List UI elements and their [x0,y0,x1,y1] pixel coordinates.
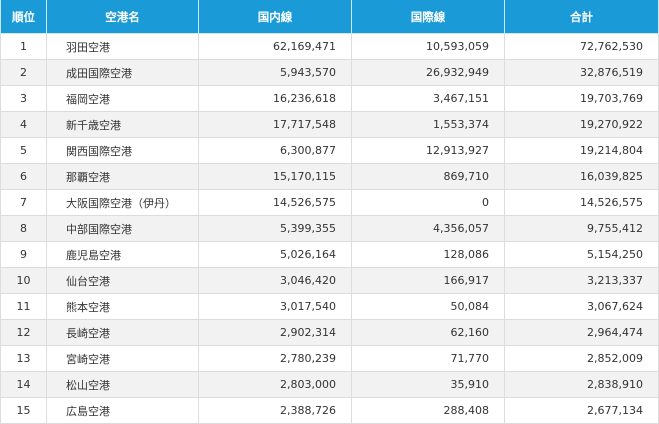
total-cell: 3,213,337 [504,267,659,294]
header-rank[interactable]: 順位 [0,0,47,34]
airport-name-cell: 新千歳空港 [46,111,199,138]
international-cell: 62,160 [351,319,505,346]
rank-cell: 14 [0,371,47,398]
table-row: 9 鹿児島空港 5,026,164 128,086 5,154,250 [0,241,659,268]
total-cell: 2,838,910 [504,371,659,398]
total-cell: 2,964,474 [504,319,659,346]
table-row: 15 広島空港 2,388,726 288,408 2,677,134 [0,397,659,424]
domestic-cell: 14,526,575 [198,189,352,216]
table-row: 6 那覇空港 15,170,115 869,710 16,039,825 [0,163,659,190]
airport-name-cell: 仙台空港 [46,267,199,294]
total-cell: 72,762,530 [504,33,659,60]
domestic-cell: 16,236,618 [198,85,352,112]
domestic-cell: 3,017,540 [198,293,352,320]
total-cell: 2,852,009 [504,345,659,372]
international-cell: 869,710 [351,163,505,190]
international-cell: 35,910 [351,371,505,398]
header-airport-name[interactable]: 空港名 [46,0,199,34]
airport-name-cell: 中部国際空港 [46,215,199,242]
total-cell: 5,154,250 [504,241,659,268]
international-cell: 50,084 [351,293,505,320]
rank-cell: 7 [0,189,47,216]
international-cell: 1,553,374 [351,111,505,138]
header-row: 順位 空港名 国内線 国際線 合計 [0,0,659,34]
airport-name-cell: 松山空港 [46,371,199,398]
table-row: 1 羽田空港 62,169,471 10,593,059 72,762,530 [0,33,659,60]
airport-name-cell: 羽田空港 [46,33,199,60]
table-row: 13 宮崎空港 2,780,239 71,770 2,852,009 [0,345,659,372]
domestic-cell: 17,717,548 [198,111,352,138]
total-cell: 16,039,825 [504,163,659,190]
rank-cell: 11 [0,293,47,320]
airport-name-cell: 大阪国際空港（伊丹） [46,189,199,216]
table-row: 14 松山空港 2,803,000 35,910 2,838,910 [0,371,659,398]
rank-cell: 2 [0,59,47,86]
rank-cell: 3 [0,85,47,112]
table-row: 7 大阪国際空港（伊丹） 14,526,575 0 14,526,575 [0,189,659,216]
rank-cell: 4 [0,111,47,138]
international-cell: 71,770 [351,345,505,372]
table-row: 2 成田国際空港 5,943,570 26,932,949 32,876,519 [0,59,659,86]
airport-name-cell: 鹿児島空港 [46,241,199,268]
international-cell: 0 [351,189,505,216]
domestic-cell: 15,170,115 [198,163,352,190]
international-cell: 12,913,927 [351,137,505,164]
rank-cell: 6 [0,163,47,190]
airport-name-cell: 福岡空港 [46,85,199,112]
airport-name-cell: 那覇空港 [46,163,199,190]
rank-cell: 13 [0,345,47,372]
domestic-cell: 2,780,239 [198,345,352,372]
domestic-cell: 6,300,877 [198,137,352,164]
table-row: 4 新千歳空港 17,717,548 1,553,374 19,270,922 [0,111,659,138]
rank-cell: 9 [0,241,47,268]
total-cell: 3,067,624 [504,293,659,320]
domestic-cell: 5,026,164 [198,241,352,268]
rank-cell: 15 [0,397,47,424]
total-cell: 14,526,575 [504,189,659,216]
airport-name-cell: 熊本空港 [46,293,199,320]
domestic-cell: 2,803,000 [198,371,352,398]
total-cell: 19,214,804 [504,137,659,164]
table-row: 10 仙台空港 3,046,420 166,917 3,213,337 [0,267,659,294]
airport-name-cell: 長崎空港 [46,319,199,346]
airport-name-cell: 宮崎空港 [46,345,199,372]
international-cell: 288,408 [351,397,505,424]
table-row: 12 長崎空港 2,902,314 62,160 2,964,474 [0,319,659,346]
table-row: 5 関西国際空港 6,300,877 12,913,927 19,214,804 [0,137,659,164]
international-cell: 3,467,151 [351,85,505,112]
international-cell: 10,593,059 [351,33,505,60]
domestic-cell: 62,169,471 [198,33,352,60]
airport-name-cell: 成田国際空港 [46,59,199,86]
international-cell: 4,356,057 [351,215,505,242]
domestic-cell: 2,902,314 [198,319,352,346]
rank-cell: 12 [0,319,47,346]
domestic-cell: 5,399,355 [198,215,352,242]
international-cell: 166,917 [351,267,505,294]
total-cell: 19,703,769 [504,85,659,112]
domestic-cell: 3,046,420 [198,267,352,294]
header-international[interactable]: 国際線 [351,0,505,34]
international-cell: 26,932,949 [351,59,505,86]
total-cell: 9,755,412 [504,215,659,242]
airport-name-cell: 広島空港 [46,397,199,424]
international-cell: 128,086 [351,241,505,268]
header-domestic[interactable]: 国内線 [198,0,352,34]
rank-cell: 5 [0,137,47,164]
table-row: 3 福岡空港 16,236,618 3,467,151 19,703,769 [0,85,659,112]
domestic-cell: 5,943,570 [198,59,352,86]
table-body: 1 羽田空港 62,169,471 10,593,059 72,762,530 2 成田国際… [0,33,659,424]
table-row: 8 中部国際空港 5,399,355 4,356,057 9,755,412 [0,215,659,242]
domestic-cell: 2,388,726 [198,397,352,424]
rank-cell: 1 [0,33,47,60]
total-cell: 32,876,519 [504,59,659,86]
header-total[interactable]: 合計 [504,0,659,34]
rank-cell: 8 [0,215,47,242]
total-cell: 2,677,134 [504,397,659,424]
rank-cell: 10 [0,267,47,294]
table-row: 11 熊本空港 3,017,540 50,084 3,067,624 [0,293,659,320]
airport-name-cell: 関西国際空港 [46,137,199,164]
total-cell: 19,270,922 [504,111,659,138]
